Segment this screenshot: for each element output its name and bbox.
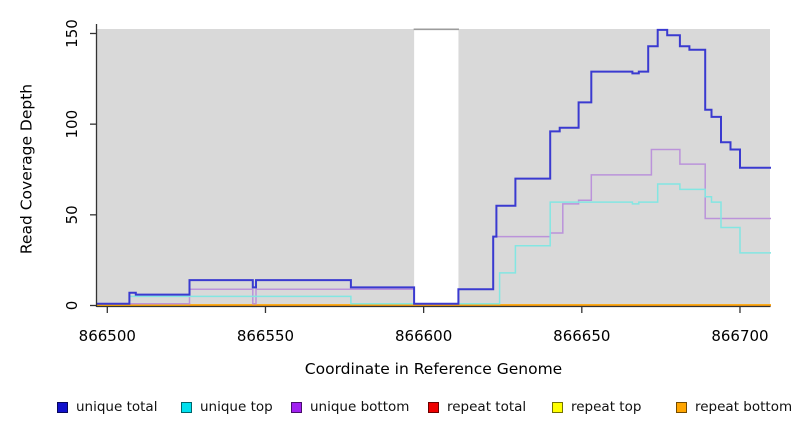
legend: unique total unique top unique bottom repea…	[0, 399, 792, 419]
x-tick-label: 866500	[79, 327, 136, 345]
legend-label: repeat top	[571, 398, 642, 415]
legend-swatch-icon	[181, 401, 192, 413]
legend-swatch-icon	[676, 401, 687, 413]
x-tick-label: 866600	[395, 327, 452, 345]
y-tick-label: 150	[63, 19, 81, 48]
x-tick-label: 866700	[711, 327, 768, 345]
legend-label: unique bottom	[310, 398, 410, 415]
legend-item-repeat-bottom: repeat bottom	[676, 399, 792, 415]
legend-item-unique-top: unique top	[181, 399, 273, 415]
coverage-gap-band	[414, 29, 459, 307]
legend-swatch-icon	[57, 401, 68, 413]
legend-item-repeat-top: repeat top	[552, 399, 641, 415]
legend-item-repeat-total: repeat total	[428, 399, 526, 415]
y-tick-label: 0	[63, 301, 81, 311]
legend-label: unique total	[76, 398, 158, 415]
legend-item-unique-bottom: unique bottom	[291, 399, 409, 415]
x-axis-label: Coordinate in Reference Genome	[304, 360, 563, 378]
x-tick-label: 866650	[553, 327, 610, 345]
legend-swatch-icon	[291, 401, 302, 413]
x-tick-label: 866550	[237, 327, 294, 345]
y-axis-label: Read Coverage Depth	[17, 83, 36, 255]
y-tick-label: 50	[63, 205, 81, 224]
series-line-unique-total	[96, 28, 771, 305]
legend-label: repeat bottom	[695, 398, 792, 415]
legend-swatch-icon	[552, 401, 563, 413]
legend-item-unique-total: unique total	[57, 399, 157, 415]
legend-label: unique top	[200, 398, 273, 415]
legend-label: repeat total	[447, 398, 527, 415]
y-tick-label: 100	[63, 110, 81, 139]
legend-swatch-icon	[428, 401, 439, 413]
